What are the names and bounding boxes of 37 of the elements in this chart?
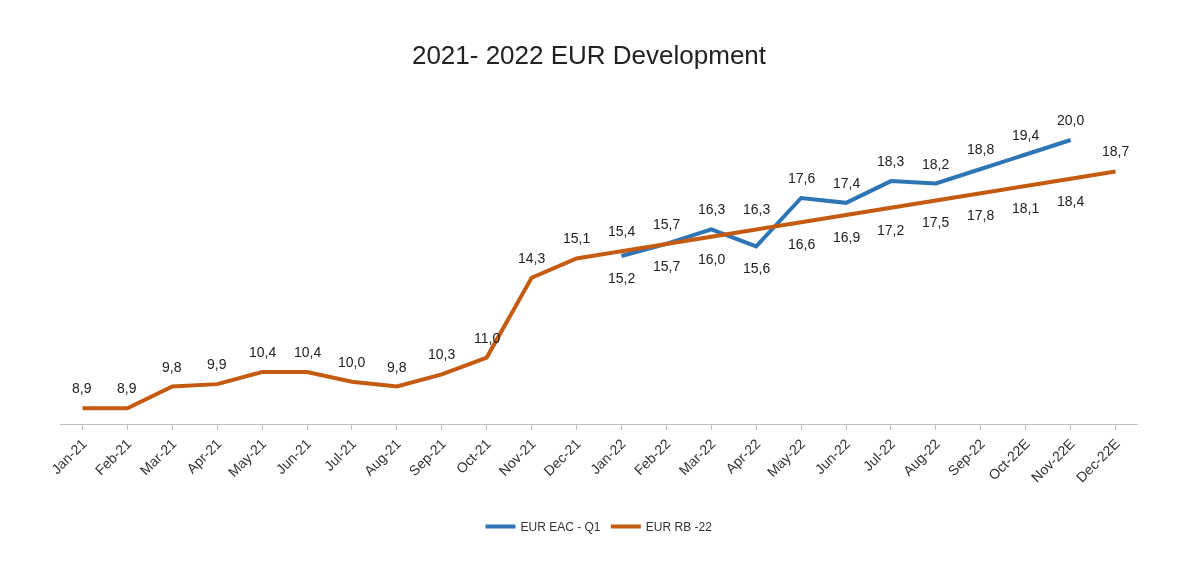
- data-label: 17,4: [833, 175, 861, 191]
- data-label: 20,0: [1057, 112, 1085, 128]
- data-label: 18,1: [1012, 200, 1040, 216]
- chart-title: 2021- 2022 EUR Development: [411, 40, 767, 71]
- data-label: 10,4: [294, 344, 322, 360]
- data-label: 16,3: [698, 201, 726, 217]
- data-label: 14,3: [518, 250, 546, 266]
- data-label: 9,8: [162, 359, 182, 375]
- data-label: 18,8: [967, 141, 995, 157]
- data-label: 18,2: [922, 156, 950, 172]
- data-label: 15,2: [608, 270, 636, 286]
- data-label: 17,6: [788, 170, 816, 186]
- data-label: 16,9: [833, 229, 861, 245]
- data-label: 16,3: [743, 201, 771, 217]
- data-label: 16,6: [788, 236, 816, 252]
- data-label: 17,5: [922, 214, 950, 230]
- legend-label: EUR EAC - Q1: [520, 520, 601, 535]
- data-label: 18,3: [877, 153, 905, 169]
- data-label: 15,7: [653, 258, 681, 274]
- data-label: 18,7: [1102, 143, 1130, 159]
- data-label: 10,3: [428, 346, 456, 362]
- data-label: 8,9: [117, 380, 137, 396]
- legend-label: EUR RB -22: [645, 520, 713, 535]
- data-label: 15,4: [608, 223, 636, 239]
- data-label: 9,8: [387, 359, 407, 375]
- data-label: 17,2: [877, 222, 905, 238]
- data-label: 10,0: [338, 354, 366, 370]
- data-label: 15,1: [563, 230, 591, 246]
- data-label: 18,4: [1057, 193, 1085, 209]
- data-label: 15,7: [653, 216, 681, 232]
- data-label: 19,4: [1012, 127, 1040, 143]
- data-label: 15,6: [743, 260, 771, 276]
- data-label: 10,4: [249, 344, 277, 360]
- data-label: 8,9: [72, 380, 92, 396]
- data-label: 17,8: [967, 207, 995, 223]
- data-label: 16,0: [698, 251, 726, 267]
- data-label: 9,9: [207, 356, 227, 372]
